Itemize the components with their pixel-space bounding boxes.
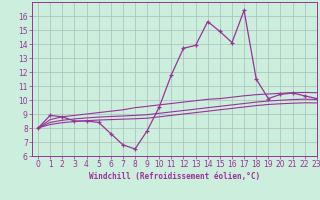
X-axis label: Windchill (Refroidissement éolien,°C): Windchill (Refroidissement éolien,°C) bbox=[89, 172, 260, 181]
